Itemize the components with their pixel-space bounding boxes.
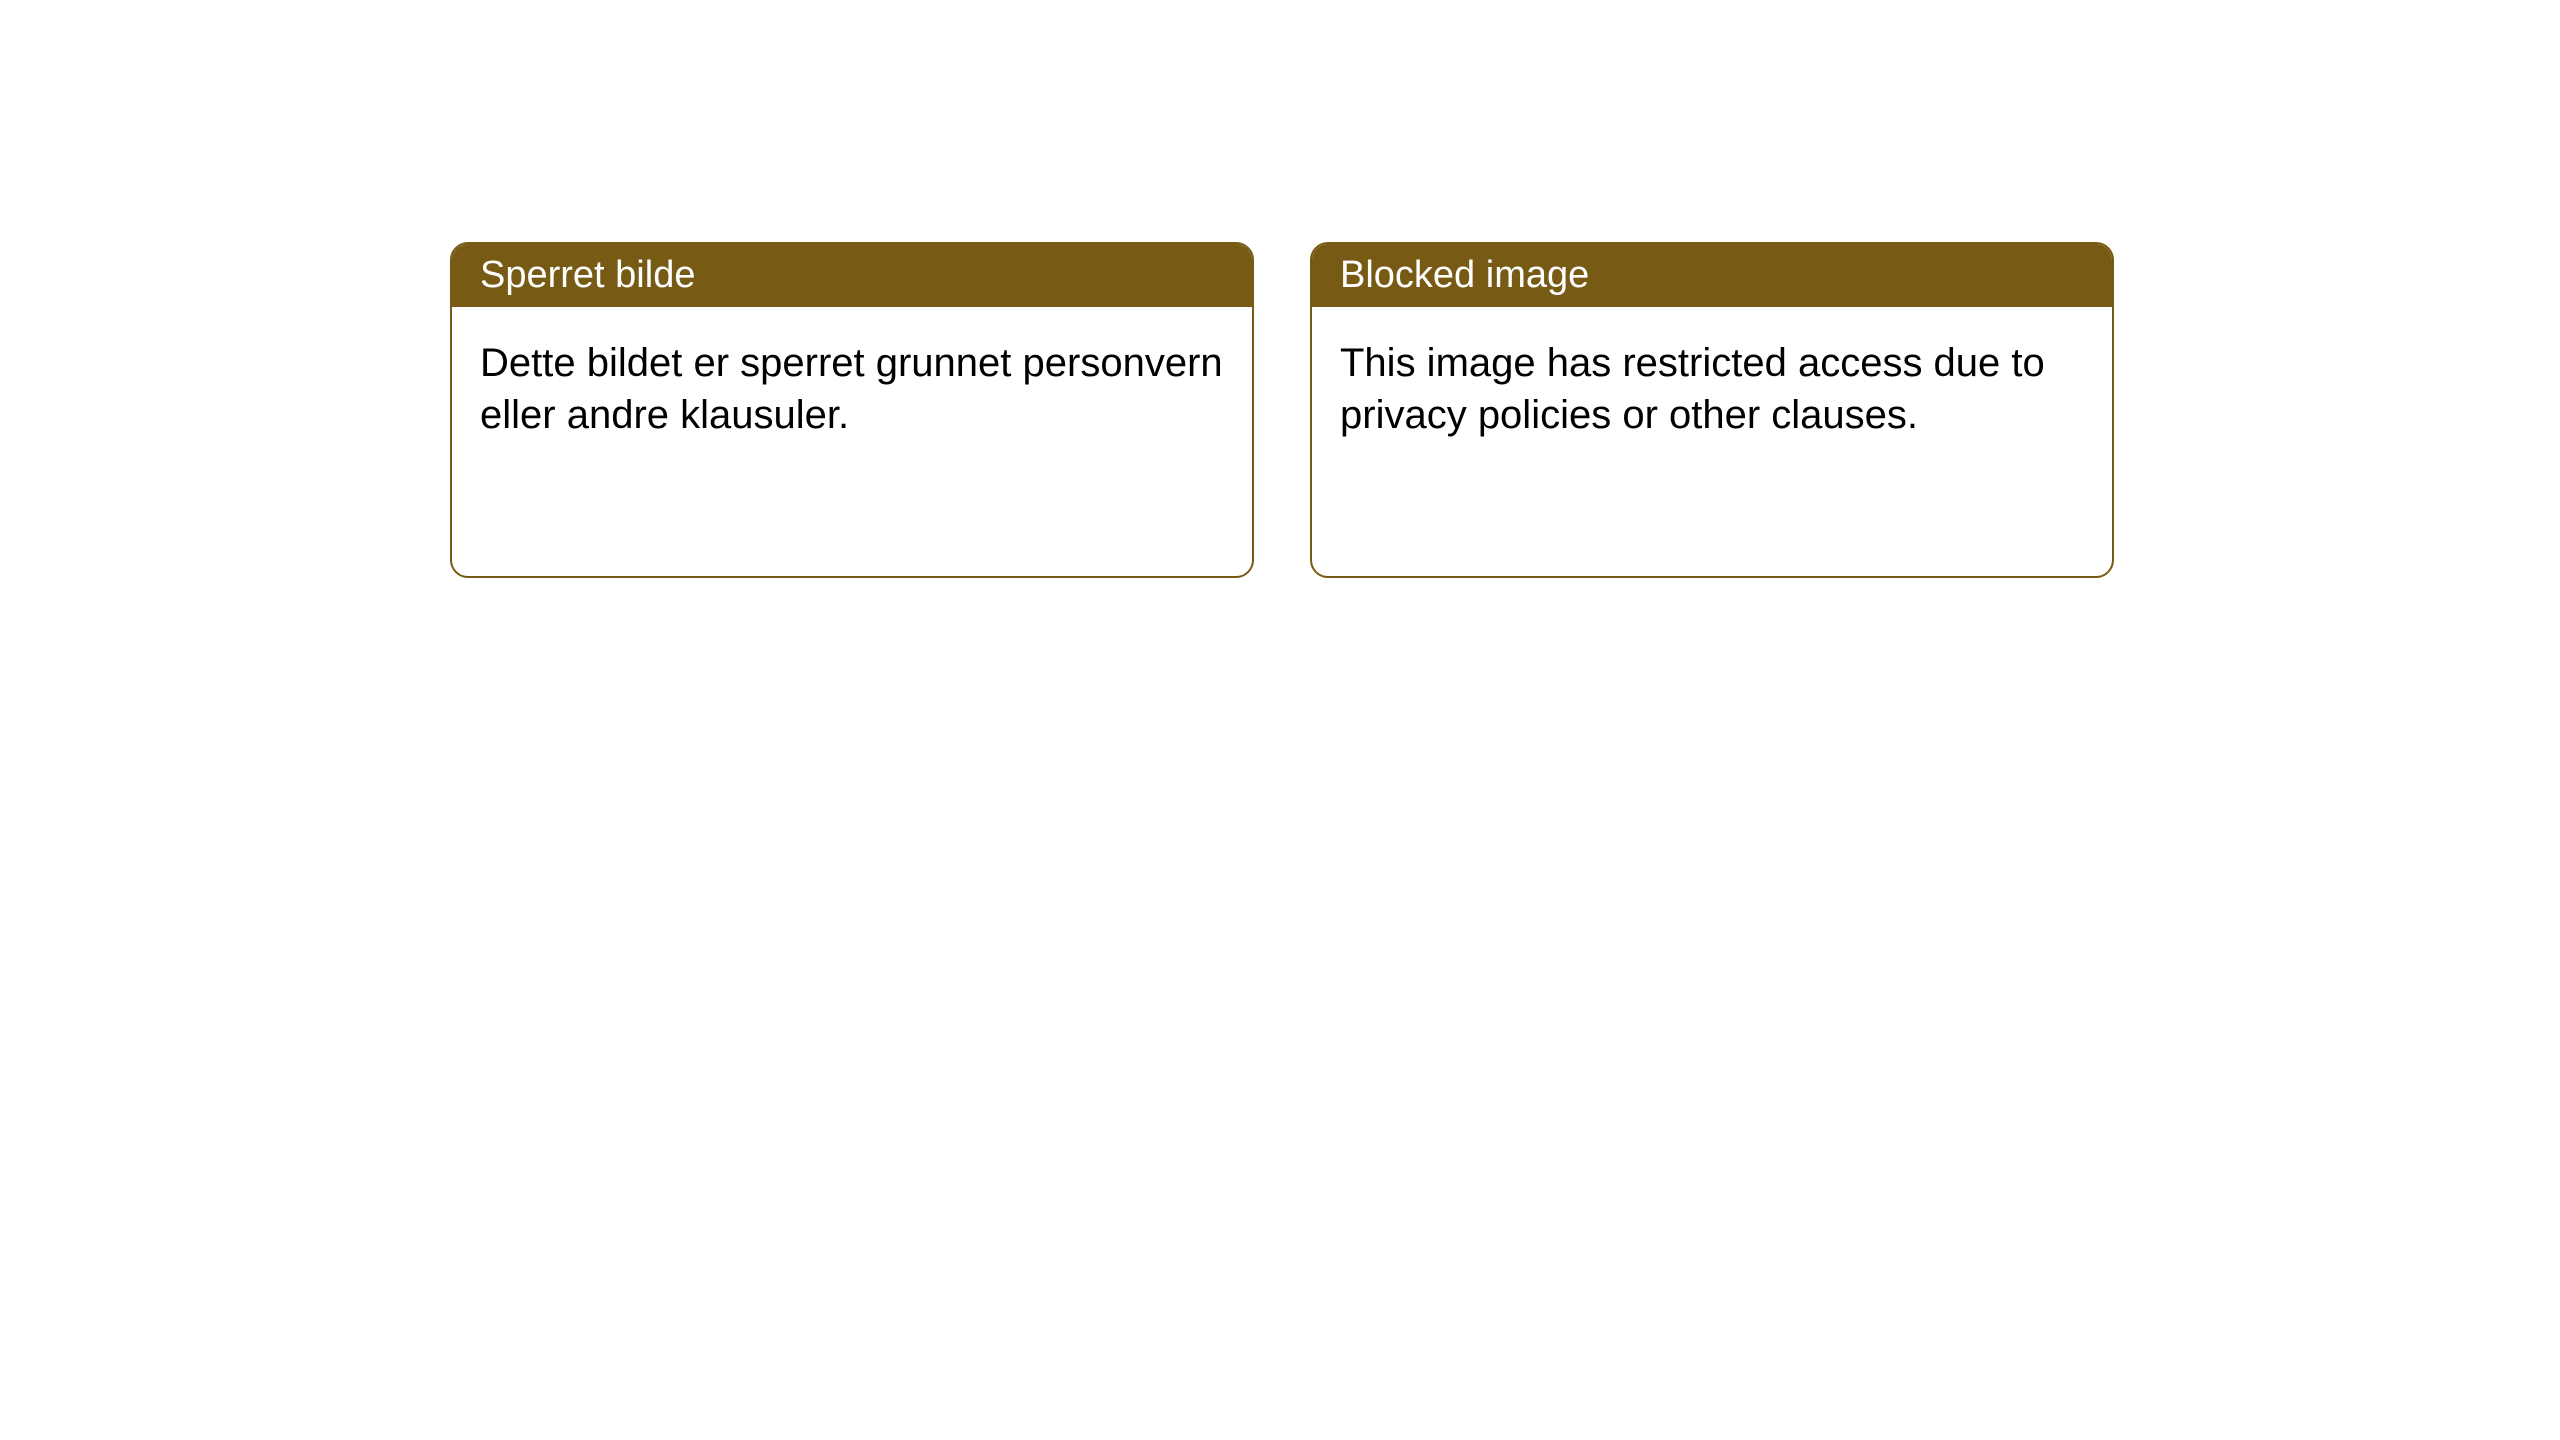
notice-container: Sperret bilde Dette bildet er sperret gr… bbox=[0, 0, 2560, 578]
card-header: Sperret bilde bbox=[452, 244, 1252, 307]
card-header-text: Sperret bilde bbox=[480, 254, 695, 296]
card-body: This image has restricted access due to … bbox=[1312, 307, 2112, 471]
card-body: Dette bildet er sperret grunnet personve… bbox=[452, 307, 1252, 471]
card-body-text: Dette bildet er sperret grunnet personve… bbox=[480, 341, 1223, 437]
card-header: Blocked image bbox=[1312, 244, 2112, 307]
card-body-text: This image has restricted access due to … bbox=[1340, 341, 2045, 437]
notice-card-english: Blocked image This image has restricted … bbox=[1310, 242, 2114, 578]
card-header-text: Blocked image bbox=[1340, 254, 1589, 296]
notice-card-norwegian: Sperret bilde Dette bildet er sperret gr… bbox=[450, 242, 1254, 578]
